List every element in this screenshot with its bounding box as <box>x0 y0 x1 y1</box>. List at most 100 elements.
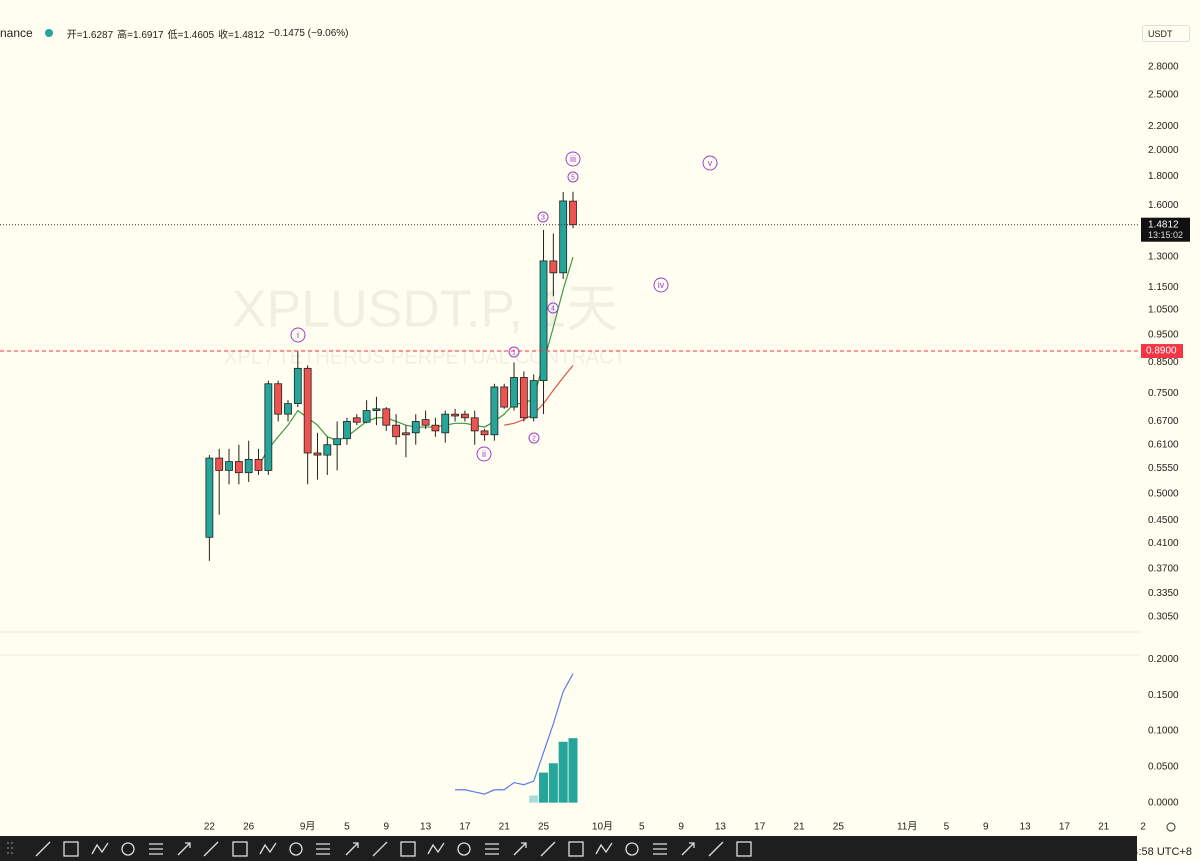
toolbar-icon[interactable] <box>513 842 527 856</box>
x-tick-label: 25 <box>833 822 845 833</box>
toolbar-icon[interactable] <box>485 843 499 855</box>
candle-body <box>480 430 489 436</box>
candle-body <box>264 383 273 471</box>
icon-shape <box>485 843 499 855</box>
toolbar-icon[interactable] <box>63 841 79 857</box>
x-tick-label: 25 <box>538 822 550 833</box>
candle-body <box>421 419 430 426</box>
candle-body <box>490 386 499 436</box>
indicator-bar <box>568 738 578 803</box>
x-tick-label: 17 <box>1059 822 1071 833</box>
y-tick-label: 0.0500 <box>1148 761 1179 772</box>
candle-body <box>274 383 283 415</box>
candle-body <box>333 438 342 446</box>
icon-shape <box>708 841 724 857</box>
toolbar-icon[interactable] <box>259 842 277 855</box>
candle-body <box>569 200 577 226</box>
candle-body <box>451 413 459 417</box>
wave-label-ring <box>547 302 559 314</box>
icon-shape <box>595 842 613 855</box>
toolbar-icon[interactable] <box>345 842 359 856</box>
legend-header: nance 开=1.6287 高=1.6917 低=1.4605 收=1.481… <box>0 25 353 41</box>
toolbar-grip <box>7 842 9 844</box>
toolbar-icon[interactable] <box>316 843 330 855</box>
y-tick-label: 0.6700 <box>1148 416 1179 427</box>
toolbar-icon[interactable] <box>372 841 388 857</box>
candle-body <box>392 424 401 438</box>
y-tick-label: 0.1000 <box>1148 726 1179 737</box>
wave-label: v <box>708 158 713 168</box>
toolbar-icon[interactable] <box>427 842 445 855</box>
watermark-subtitle: XPL / TETHERUS PERPETUAL CONTRACT <box>224 346 626 368</box>
toolbar-icon[interactable] <box>625 842 639 856</box>
wave-label-ring <box>653 277 669 293</box>
toolbar-icon[interactable] <box>121 842 135 856</box>
y-tick-label: 1.0500 <box>1148 305 1179 316</box>
x-tick-label: 5 <box>639 822 645 833</box>
x-tick-label: 13 <box>1020 822 1032 833</box>
toolbar-icon[interactable] <box>91 842 109 855</box>
wave-label: 5 <box>571 174 575 181</box>
y-tick-label: 1.8000 <box>1148 171 1179 182</box>
icon-shape <box>121 842 135 856</box>
y-tick-label: 0.9500 <box>1148 329 1179 340</box>
toolbar-icon[interactable] <box>232 841 248 857</box>
candle-body <box>539 260 548 381</box>
icon-shape <box>457 842 471 856</box>
alert-tag <box>1141 344 1183 359</box>
toolbar-icon[interactable] <box>457 842 471 856</box>
x-tick-label: 9 <box>678 822 684 833</box>
indicator-bar <box>529 795 539 803</box>
toolbar-icon[interactable] <box>681 842 695 856</box>
toolbar-icon[interactable] <box>568 841 584 857</box>
candle-body <box>215 457 224 471</box>
settings-icon[interactable] <box>1166 822 1176 832</box>
candle-body <box>470 417 479 432</box>
wave-label-ring <box>537 211 549 223</box>
toolbar-icon[interactable] <box>149 843 163 855</box>
y-tick-label: 0.5000 <box>1148 489 1179 500</box>
y-tick-label: 0.1500 <box>1148 690 1179 701</box>
toolbar-icon[interactable] <box>736 841 752 857</box>
icon-shape <box>568 841 584 857</box>
indicator-bar <box>558 741 568 803</box>
exchange: nance <box>0 26 33 40</box>
candle-body <box>313 452 322 456</box>
candle-body <box>303 367 312 454</box>
toolbar-icon[interactable] <box>400 841 416 857</box>
toolbar-icon[interactable] <box>289 842 303 856</box>
candle-body <box>549 260 558 274</box>
toolbar-icon[interactable] <box>203 841 219 857</box>
y-tick-label: 1.1500 <box>1148 282 1179 293</box>
candle-body <box>500 386 509 408</box>
candle-body <box>411 421 420 434</box>
x-tick-label: 21 <box>793 822 805 833</box>
x-tick-label: 11月 <box>897 821 917 833</box>
toolbar-icon[interactable] <box>540 841 556 857</box>
currency-button[interactable]: USDT <box>1142 25 1190 42</box>
candle-body <box>284 403 292 415</box>
icon-shape <box>316 843 330 855</box>
toolbar-icon[interactable] <box>708 841 724 857</box>
x-tick-label: 13 <box>420 822 432 833</box>
wave-label: i <box>297 330 299 340</box>
y-tick-label: 2.2000 <box>1148 121 1179 132</box>
indicator-bar <box>539 772 549 803</box>
toolbar-icon[interactable] <box>595 842 613 855</box>
ohlc-change: −0.1475 (−9.06%) <box>268 27 349 39</box>
x-tick-label: 21 <box>1098 822 1110 833</box>
x-tick-label: 9月 <box>300 821 316 833</box>
status-dot <box>44 29 53 37</box>
alert-label: 0.8900 <box>1146 346 1177 357</box>
y-tick-label: 0.7500 <box>1148 388 1179 399</box>
toolbar-icon[interactable] <box>653 843 667 855</box>
y-tick-label: 2.5000 <box>1148 90 1179 101</box>
last-price-tag <box>1141 217 1190 242</box>
countdown-label: 13:15:02 <box>1148 230 1183 240</box>
toolbar-icon[interactable] <box>177 842 191 856</box>
toolbar-grip <box>11 852 13 854</box>
candle-body <box>205 457 214 538</box>
toolbar-icon[interactable] <box>35 841 51 857</box>
icon-shape <box>203 841 219 857</box>
x-tick-label: 9 <box>383 822 389 833</box>
